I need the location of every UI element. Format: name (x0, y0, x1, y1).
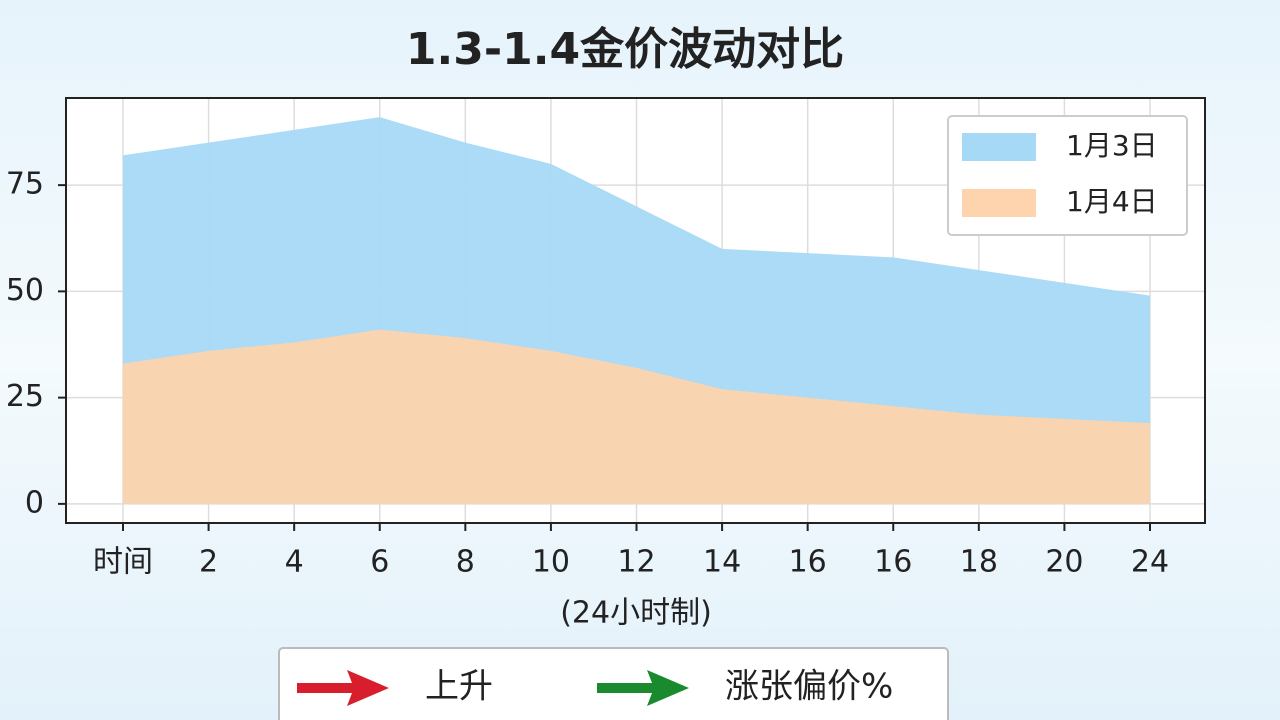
arrow-icon (297, 670, 389, 706)
annotation-label: 涨张偏价% (725, 667, 893, 707)
legend-label: 1月4日 (1066, 185, 1158, 218)
x-tick-label: 20 (1045, 545, 1083, 580)
x-tick-label: 6 (370, 545, 389, 580)
x-tick-label: 2 (199, 545, 218, 580)
legend: 1月3日 1月4日 (947, 115, 1188, 236)
x-tick-label: 12 (617, 545, 655, 580)
annotation-label: 上升 (425, 667, 493, 707)
x-tick-label: 10 (532, 545, 570, 580)
x-tick-label: 18 (960, 545, 998, 580)
legend-swatch (962, 189, 1036, 217)
y-tick-label: 75 (6, 167, 44, 202)
y-tick-label: 0 (25, 485, 44, 520)
y-tick-label: 25 (6, 379, 44, 414)
x-axis-label: (24小时制) (560, 596, 712, 631)
arrow-icon (597, 670, 689, 706)
x-tick-label: 8 (456, 545, 475, 580)
x-tick-label: 16 (789, 545, 827, 580)
chart-title: 1.3-1.4金价波动对比 (406, 24, 844, 75)
x-tick-label: 16 (874, 545, 912, 580)
x-tick-label: 时间 (93, 545, 153, 580)
x-tick-label: 14 (703, 545, 741, 580)
legend-swatch (962, 133, 1036, 161)
x-tick-label: 24 (1131, 545, 1169, 580)
y-tick-label: 50 (6, 273, 44, 308)
bottom-legend: 上升 涨张偏价% (297, 667, 893, 707)
legend-label: 1月3日 (1066, 129, 1158, 162)
areas (123, 117, 1150, 504)
area (123, 329, 1150, 504)
x-tick-label: 4 (285, 545, 304, 580)
